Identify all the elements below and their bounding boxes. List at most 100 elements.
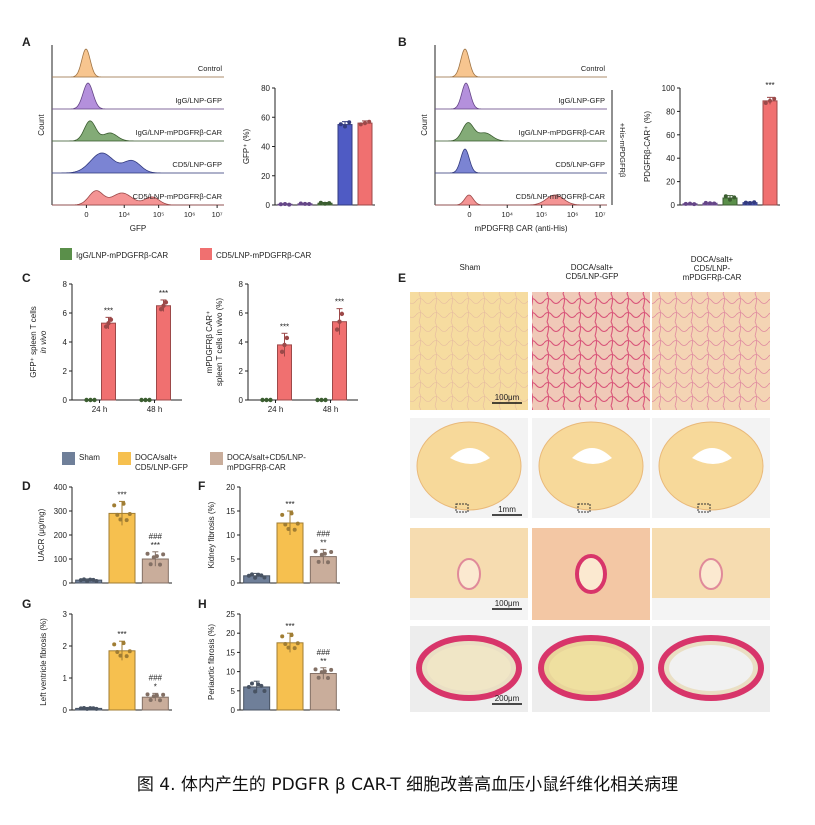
y-tick-label: 100	[54, 555, 68, 564]
data-point	[307, 202, 312, 207]
chart-H: 0 5 10 15 20 25 Periaortic fibrosis (%) *** ###*…	[207, 610, 340, 715]
significance-label: ***	[104, 306, 113, 315]
data-point	[280, 512, 285, 517]
y-axis-label: UACR (μg/mg)	[37, 508, 46, 561]
panel-label: E	[398, 271, 406, 285]
y-tick-label: 10	[226, 531, 235, 540]
data-point	[768, 98, 772, 103]
data-point	[728, 197, 732, 202]
data-point	[262, 688, 267, 693]
data-point	[334, 327, 340, 332]
data-point	[262, 575, 267, 580]
side-label: +His-mPDGFRβ	[618, 123, 627, 178]
data-point	[143, 397, 148, 403]
y-tick-label: 400	[54, 483, 68, 492]
y-tick-label: 0	[63, 706, 68, 715]
histogram-trace	[435, 48, 607, 78]
data-point	[256, 682, 261, 687]
histogram-trace	[435, 82, 607, 110]
histogram-label: CD5/LNP-GFP	[555, 160, 605, 169]
bar	[357, 122, 373, 206]
panel-label: A	[22, 35, 31, 49]
y-tick-label: 6	[63, 309, 68, 318]
legend-swatch	[118, 452, 131, 465]
scale-bar-label: 100μm	[495, 599, 520, 608]
significance-label: *	[154, 682, 157, 691]
x-tick-label: 10⁶	[184, 210, 195, 219]
data-point	[732, 195, 737, 200]
data-point	[127, 512, 132, 517]
histology-image	[532, 418, 650, 518]
y-tick-label: 80	[666, 107, 675, 116]
data-point	[289, 633, 294, 638]
ventricle-lumen	[450, 448, 490, 464]
data-point	[323, 201, 327, 206]
data-point	[748, 201, 752, 206]
legend-label: CD5/LNP-GFP	[135, 463, 188, 472]
bar	[156, 305, 171, 401]
y-tick-label: 0	[63, 396, 68, 405]
inset-box	[697, 503, 711, 513]
data-point	[703, 200, 708, 205]
data-point	[145, 551, 150, 556]
histology-image	[410, 626, 528, 712]
data-point	[688, 201, 692, 206]
data-point	[118, 653, 123, 658]
data-point	[85, 579, 90, 584]
data-point	[283, 642, 288, 647]
data-point	[158, 307, 164, 312]
data-point	[161, 303, 166, 308]
y-tick-label: 3	[63, 610, 68, 619]
data-point	[283, 522, 288, 527]
x-tick-label: 10⁶	[567, 210, 578, 219]
data-point	[712, 201, 717, 206]
y-tick-label: 20	[226, 483, 235, 492]
column-label: DOCA/salt+	[571, 263, 614, 272]
data-point	[112, 642, 117, 647]
legend-swatch	[62, 452, 75, 465]
y-axis-label: PDGFRβ-CAR⁺ (%)	[643, 111, 652, 182]
data-point	[343, 124, 347, 129]
data-point	[282, 342, 287, 348]
data-point	[260, 397, 265, 403]
y-axis-label: GFP⁺ (%)	[242, 129, 251, 165]
histogram-trace	[435, 148, 607, 174]
x-axis-label: mPDGFRβ CAR (anti-His)	[474, 224, 567, 233]
data-point	[339, 311, 345, 317]
inset-box	[577, 503, 591, 513]
x-tick-label: 10⁵	[536, 210, 547, 219]
histology-image	[652, 626, 770, 712]
ventricle-lumen	[572, 448, 612, 464]
data-point	[148, 562, 153, 567]
heart-section	[416, 421, 522, 511]
x-tick-label: 10⁷	[595, 210, 606, 219]
kidney-section	[532, 292, 650, 410]
x-tick-label: 48 h	[147, 405, 163, 414]
data-point	[772, 96, 777, 101]
aorta-lumen	[549, 645, 633, 691]
data-point	[367, 119, 372, 124]
data-point	[329, 667, 334, 672]
heart-section	[658, 421, 764, 511]
y-tick-label: 15	[226, 648, 235, 657]
y-axis-label: Count	[37, 114, 46, 136]
histology-image	[652, 528, 770, 620]
data-point	[161, 692, 166, 697]
y-tick-label: 2	[239, 367, 244, 376]
histology-image	[410, 528, 528, 620]
data-point	[708, 201, 712, 206]
data-point	[246, 684, 251, 689]
histology-image	[532, 626, 650, 712]
significance-label: ###	[149, 673, 163, 682]
data-point	[259, 573, 264, 578]
column-label: Sham	[460, 263, 481, 272]
data-point	[124, 654, 129, 659]
data-point	[278, 202, 283, 207]
column-label: CD5/LNP-GFP	[566, 272, 619, 281]
data-point	[154, 554, 159, 559]
histogram-label: CD5/LNP-mPDGFRβ-CAR	[133, 192, 223, 201]
y-tick-label: 300	[54, 507, 68, 516]
significance-label: ***	[285, 622, 294, 631]
y-tick-label: 80	[261, 84, 270, 93]
